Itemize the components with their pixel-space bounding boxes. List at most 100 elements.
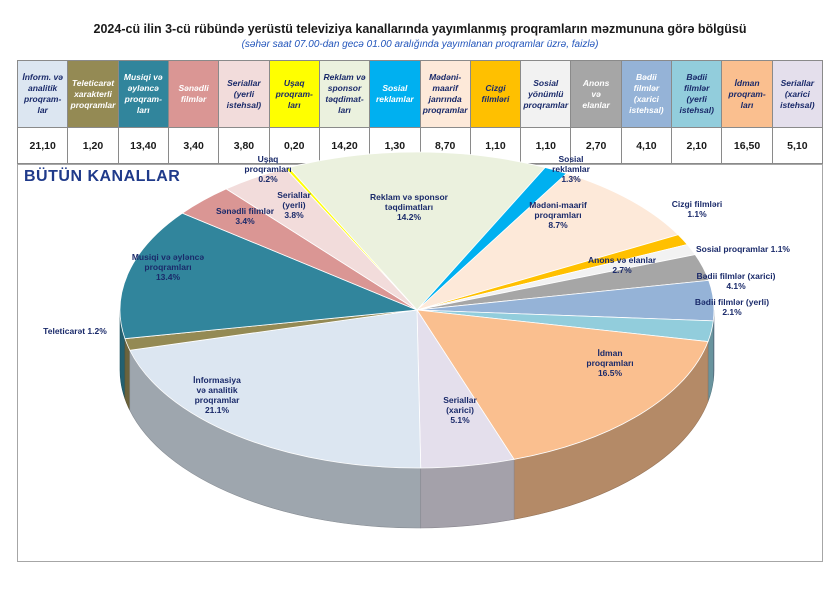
legend-header-row: İnform. və analitik proqram-lar Teleticarət… (16, 60, 824, 128)
slice-label: Seriallar (yerli) 3.8% (277, 190, 311, 220)
legend-header-line: istehsal) (780, 99, 815, 110)
legend-header-line: ları (338, 105, 351, 115)
slice-label-line: 1.1% (687, 209, 707, 219)
legend-header-line: analitik (28, 83, 58, 93)
slice-label: Bədii filmlər (yerli) 2.1% (695, 297, 769, 317)
slice-label: Seriallar (xarici) 5.1% (443, 395, 477, 425)
legend-header-line: Cizgi (485, 83, 506, 93)
pie-slice (284, 167, 418, 311)
slice-label-line: proqramları (244, 164, 291, 174)
chart-heading: BÜTÜN KANALLAR (24, 168, 181, 185)
legend-header-cell: Anons və elanlar (570, 60, 622, 128)
legend-header-cell: Cizgi filmləri (469, 60, 522, 128)
legend-header-line: ları (287, 99, 301, 110)
legend-header-line: proqramlar (70, 99, 116, 110)
pie-slice (416, 309, 709, 460)
legend-header-line: Teleticarət (71, 77, 115, 88)
legend-header-cell: Seriallar (yerli istehsal) (218, 60, 270, 128)
legend-header-line: proqram- (275, 88, 313, 99)
slice-label-line: proqramlar (195, 395, 241, 405)
slice-label: Uşaq proqramları 0.2% (244, 154, 291, 184)
slice-label: Cizgi filmləri 1.1% (672, 199, 723, 219)
legend-value-cell: 13,40 (117, 127, 169, 164)
slice-label-line: 13.4% (156, 272, 181, 282)
legend-header-line: lar (37, 105, 48, 115)
slice-label: Sənədli filmlər 3.4% (216, 206, 275, 226)
slice-label-line: Seriallar (443, 395, 477, 405)
chart-title: 2024-cü ilin 3-cü rübündə yerüstü televi… (93, 22, 747, 36)
legend-header-line: istehsal) (629, 105, 664, 115)
slice-label-line: Sənədli filmlər (216, 206, 275, 216)
pie-slice (416, 173, 679, 311)
slice-label-line: təqdimatları (385, 202, 433, 212)
legend-value-cell: 5,10 (771, 127, 824, 164)
slice-label: Teleticarət 1.2% (43, 326, 107, 336)
slice-label-line: (yerli) (282, 200, 305, 210)
legend-header-line: Musiqi və (123, 72, 163, 82)
slice-label-line: 21.1% (205, 405, 230, 415)
legend-header-line: Seriallar (227, 77, 261, 88)
legend-header-line: proqram- (24, 94, 62, 104)
legend-header-line: xarakterli (74, 88, 112, 99)
legend-header-cell: Sosial reklamlar (369, 60, 421, 128)
legend-header-line: Mədəni- (429, 72, 462, 82)
slice-label-line: Sosial proqramlar 1.1% (696, 244, 790, 254)
legend-value-cell: 21,10 (16, 127, 69, 164)
slice-label: Bədii filmlər (xarici) 4.1% (697, 271, 776, 291)
legend-header-line: Sosial (382, 83, 408, 93)
slice-label-line: Teleticarət 1.2% (43, 326, 107, 336)
slice-label-line: 16.5% (598, 368, 623, 378)
legend-header-line: Bədii (636, 72, 657, 82)
legend-header-line: maarif (432, 83, 458, 93)
legend-header-line: Seriallar (780, 77, 815, 88)
slice-label-line: İdman (597, 348, 622, 358)
legend-header-line: filmlər (683, 83, 710, 93)
slice-label: Reklam və sponsor təqdimatları 14.2% (370, 192, 449, 222)
slice-label-line: 14.2% (397, 212, 422, 222)
pie-slice (129, 309, 422, 469)
legend-value-cell: 0,20 (268, 127, 320, 164)
legend-header-line: proqramlar (422, 105, 468, 115)
slice-label: Musiqi və əyləncə proqramları 13.4% (132, 252, 205, 282)
legend-value-cell: 2,10 (671, 127, 723, 164)
legend-header-line: Anons (582, 77, 610, 88)
legend-header-line: proqram- (124, 94, 162, 104)
slice-label-line: Seriallar (277, 190, 311, 200)
legend-header-line: Sənədli (178, 83, 209, 93)
legend-header-line: (yerli (233, 88, 255, 99)
legend-header-line: istehsal) (679, 105, 714, 115)
legend-header-line: təqdimat- (325, 94, 364, 104)
legend-value-cell: 3,80 (218, 127, 270, 164)
legend-header-cell: Reklam və sponsor təqdimat-ları (318, 60, 371, 128)
legend-header-line: (xarici (784, 88, 810, 99)
legend-header-line: əyləncə (127, 83, 159, 93)
legend-header-cell: Teleticarət xarakterli proqramlar (67, 60, 119, 128)
slice-label: İnformasiya və analitik proqramlar 21.1% (193, 375, 241, 415)
legend-header-line: elanlar (582, 99, 610, 110)
slice-label-line: 5.1% (450, 415, 470, 425)
slice-label-line: Musiqi və əyləncə (132, 252, 205, 262)
slice-label-line: 3.4% (235, 216, 255, 226)
pie-tops (119, 151, 715, 469)
pie-sides (119, 309, 715, 529)
legend-header-line: reklamlar (375, 94, 414, 104)
legend-header-line: ları (136, 105, 150, 115)
slice-label-line: 1.3% (561, 174, 581, 184)
legend-header-line: ları (740, 99, 754, 110)
slice-label-line: 4.1% (726, 281, 746, 291)
chart-subtitle: (səhər saat 07.00-dan gecə 01.00 aralığı… (241, 39, 599, 50)
slice-label-line: Bədii filmlər (yerli) (695, 297, 769, 307)
slice-label-line: proqramları (534, 210, 581, 220)
slice-label-line: (xarici) (446, 405, 474, 415)
slice-label-line: Sosial (558, 154, 583, 164)
slice-label-line: 3.8% (284, 210, 304, 220)
legend-header-line: İdman (734, 77, 760, 88)
legend-header-cell: Bədii filmlər (yerli istehsal) (671, 60, 723, 128)
slice-label-line: Cizgi filmləri (672, 199, 723, 209)
slice-label-line: 8.7% (548, 220, 568, 230)
legend-header-line: proqramlar (523, 99, 569, 110)
legend-header-line: Reklam və (323, 72, 366, 82)
legend-value-cell: 16,50 (721, 127, 773, 164)
slice-label-line: İnformasiya (193, 375, 241, 385)
